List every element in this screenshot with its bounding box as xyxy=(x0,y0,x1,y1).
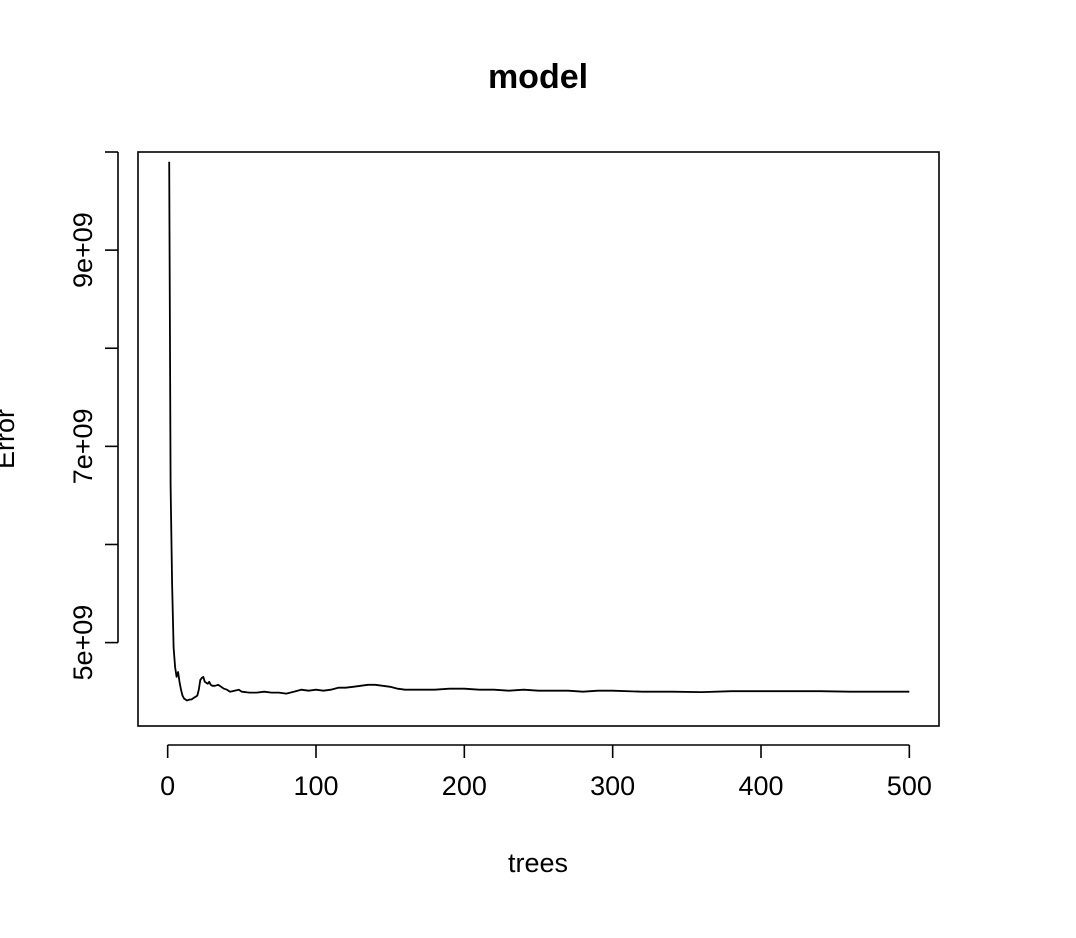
x-tick-label: 300 xyxy=(590,771,635,801)
x-tick-label: 500 xyxy=(887,771,932,801)
chart-title: model xyxy=(488,58,588,96)
y-tick-label: 5e+09 xyxy=(68,605,98,681)
y-tick-label: 7e+09 xyxy=(68,408,98,484)
error-series-line xyxy=(168,161,910,702)
x-axis: 0 100 200 300 400 500 xyxy=(160,744,932,801)
x-tick-label: 400 xyxy=(738,771,783,801)
x-tick-label: 200 xyxy=(442,771,487,801)
y-axis: 5e+09 7e+09 9e+09 xyxy=(68,151,119,681)
x-tick-label: 0 xyxy=(160,771,175,801)
y-axis-label: Error xyxy=(0,409,20,469)
y-tick-label: 9e+09 xyxy=(68,212,98,288)
x-tick-label: 100 xyxy=(293,771,338,801)
x-axis-label: trees xyxy=(508,848,568,878)
plot-frame xyxy=(137,151,940,727)
